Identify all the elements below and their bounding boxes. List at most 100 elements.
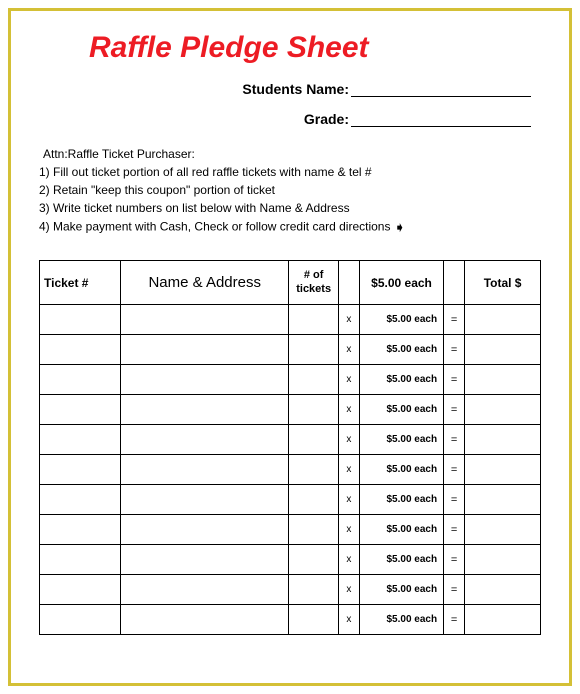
cell-name (121, 395, 289, 425)
cell-x: x (338, 425, 359, 455)
cell-name (121, 425, 289, 455)
student-name-row: Students Name: (39, 81, 541, 97)
cell-name (121, 485, 289, 515)
cell-each: $5.00 each (359, 365, 443, 395)
student-name-label: Students Name: (242, 81, 349, 97)
cell-num (289, 425, 338, 455)
cell-total (465, 335, 541, 365)
table-row: x$5.00 each= (40, 575, 541, 605)
cell-each: $5.00 each (359, 425, 443, 455)
cell-num (289, 515, 338, 545)
cell-eq: = (444, 425, 465, 455)
grade-line (351, 113, 531, 127)
header-total: Total $ (465, 261, 541, 305)
cell-num (289, 485, 338, 515)
cell-num (289, 335, 338, 365)
header-name: Name & Address (121, 261, 289, 305)
cell-eq: = (444, 305, 465, 335)
table-row: x$5.00 each= (40, 515, 541, 545)
instructions: Attn:Raffle Ticket Purchaser: 1) Fill ou… (39, 145, 541, 238)
cell-x: x (338, 335, 359, 365)
cell-each: $5.00 each (359, 515, 443, 545)
cell-x: x (338, 575, 359, 605)
cell-eq: = (444, 515, 465, 545)
table-row: x$5.00 each= (40, 305, 541, 335)
cell-name (121, 305, 289, 335)
cell-each: $5.00 each (359, 395, 443, 425)
cell-x: x (338, 305, 359, 335)
cell-each: $5.00 each (359, 335, 443, 365)
cell-x: x (338, 545, 359, 575)
cell-x: x (338, 455, 359, 485)
table-row: x$5.00 each= (40, 455, 541, 485)
cell-ticket (40, 515, 121, 545)
cell-total (465, 485, 541, 515)
instructions-line1: 1) Fill out ticket portion of all red ra… (39, 163, 541, 181)
grade-row: Grade: (39, 111, 541, 127)
cell-each: $5.00 each (359, 545, 443, 575)
instructions-line4: 4) Make payment with Cash, Check or foll… (39, 217, 541, 238)
cell-ticket (40, 365, 121, 395)
table-row: x$5.00 each= (40, 365, 541, 395)
header-ticket: Ticket # (40, 261, 121, 305)
cell-eq: = (444, 485, 465, 515)
cell-ticket (40, 575, 121, 605)
table-row: x$5.00 each= (40, 485, 541, 515)
cell-ticket (40, 605, 121, 635)
cell-name (121, 545, 289, 575)
header-eq-blank (444, 261, 465, 305)
cell-name (121, 455, 289, 485)
page-title: Raffle Pledge Sheet (89, 31, 541, 65)
student-name-line (351, 83, 531, 97)
cell-name (121, 605, 289, 635)
arrow-right-icon: ➧ (394, 217, 406, 238)
instructions-line3: 3) Write ticket numbers on list below wi… (39, 199, 541, 217)
cell-name (121, 335, 289, 365)
table-row: x$5.00 each= (40, 395, 541, 425)
cell-total (465, 425, 541, 455)
cell-name (121, 365, 289, 395)
cell-total (465, 365, 541, 395)
header-x-blank (338, 261, 359, 305)
cell-eq: = (444, 455, 465, 485)
cell-num (289, 575, 338, 605)
cell-eq: = (444, 335, 465, 365)
cell-each: $5.00 each (359, 575, 443, 605)
cell-eq: = (444, 365, 465, 395)
page-container: Raffle Pledge Sheet Students Name: Grade… (8, 8, 572, 686)
cell-x: x (338, 365, 359, 395)
cell-name (121, 515, 289, 545)
cell-ticket (40, 485, 121, 515)
cell-total (465, 575, 541, 605)
cell-num (289, 395, 338, 425)
table-row: x$5.00 each= (40, 335, 541, 365)
cell-eq: = (444, 575, 465, 605)
cell-total (465, 305, 541, 335)
cell-x: x (338, 605, 359, 635)
cell-x: x (338, 515, 359, 545)
cell-eq: = (444, 545, 465, 575)
cell-total (465, 395, 541, 425)
header-num-tickets: # of tickets (289, 261, 338, 305)
cell-each: $5.00 each (359, 485, 443, 515)
cell-num (289, 305, 338, 335)
cell-num (289, 365, 338, 395)
cell-num (289, 455, 338, 485)
cell-name (121, 575, 289, 605)
cell-ticket (40, 395, 121, 425)
pledge-table: Ticket # Name & Address # of tickets $5.… (39, 260, 541, 635)
cell-num (289, 545, 338, 575)
cell-ticket (40, 305, 121, 335)
cell-total (465, 545, 541, 575)
cell-total (465, 455, 541, 485)
cell-x: x (338, 485, 359, 515)
table-header-row: Ticket # Name & Address # of tickets $5.… (40, 261, 541, 305)
cell-x: x (338, 395, 359, 425)
grade-label: Grade: (304, 111, 349, 127)
cell-ticket (40, 455, 121, 485)
cell-ticket (40, 335, 121, 365)
cell-ticket (40, 545, 121, 575)
table-row: x$5.00 each= (40, 605, 541, 635)
cell-total (465, 605, 541, 635)
instructions-line2: 2) Retain "keep this coupon" portion of … (39, 181, 541, 199)
